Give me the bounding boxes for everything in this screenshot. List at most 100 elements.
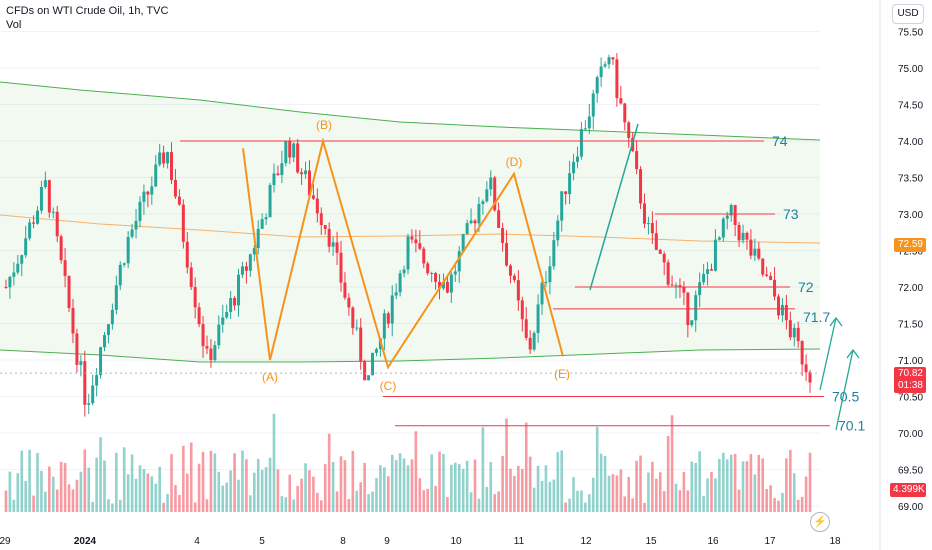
volume-bar: [580, 490, 583, 512]
candle-body: [355, 327, 359, 329]
volume-bar: [773, 498, 776, 512]
volume-bar: [792, 473, 796, 512]
wave-label: (A): [262, 370, 278, 384]
volume-bar: [371, 491, 374, 512]
arrow-head: [829, 316, 843, 327]
volume-bar: [591, 477, 595, 512]
candle-body: [16, 263, 20, 273]
candle-body: [698, 282, 702, 296]
candle-body: [351, 307, 355, 328]
candle-body: [438, 281, 442, 289]
time-tick-label: 2024: [74, 536, 97, 547]
candle-body: [422, 248, 426, 264]
volume-bar: [359, 482, 363, 512]
candle-body: [209, 348, 213, 361]
candle-body: [36, 210, 40, 224]
volume-bar: [552, 479, 556, 512]
volume-bar: [619, 469, 623, 512]
candle-body: [315, 198, 319, 214]
candle-body: [607, 57, 611, 65]
time-tick-label: 4: [194, 536, 200, 547]
volume-bar: [99, 437, 102, 512]
volume-bar: [410, 459, 414, 512]
candle-body: [599, 66, 603, 78]
volume-bar: [288, 474, 292, 512]
projection-arrow: [819, 317, 837, 391]
currency-button[interactable]: USD: [892, 4, 924, 24]
candle-body: [339, 252, 343, 283]
candle-body: [331, 242, 335, 247]
candle-body: [363, 361, 367, 381]
volume-bar: [83, 449, 87, 512]
channel-lower: [0, 348, 821, 363]
candle-body: [8, 276, 12, 288]
candle-body: [485, 189, 489, 202]
volume-bar: [509, 468, 512, 512]
candle-body: [343, 282, 347, 298]
candle-body: [59, 236, 63, 261]
candle-body: [575, 156, 579, 162]
volume-bar: [36, 453, 39, 512]
volume-bar: [800, 496, 804, 512]
volume-bar: [205, 499, 209, 512]
candle-body: [284, 140, 288, 164]
volume-bar: [639, 455, 642, 512]
volume-bar: [402, 458, 406, 512]
candle-body: [173, 180, 177, 197]
volume-bar: [481, 427, 485, 512]
volume-bar: [363, 462, 366, 512]
candle-body: [709, 269, 713, 271]
candle-body: [166, 152, 170, 164]
candle-body: [603, 64, 607, 67]
candle-body: [540, 282, 544, 305]
candle-body: [225, 312, 229, 318]
projection-arrow: [835, 349, 854, 431]
candle-body: [418, 243, 422, 249]
candle-body: [544, 282, 548, 284]
time-tick-label: 9: [384, 536, 390, 547]
candle-body: [788, 320, 792, 338]
candle-body: [272, 173, 276, 185]
candle-body: [694, 295, 698, 321]
volume-bar: [568, 498, 571, 512]
candle-body: [595, 77, 599, 94]
level-label: 74: [772, 133, 788, 149]
candle-body: [808, 372, 812, 383]
volume-bar: [115, 452, 118, 512]
volume-label[interactable]: Vol: [6, 19, 22, 31]
volume-bar: [737, 489, 741, 512]
candle-body: [552, 240, 556, 267]
volume-bar: [690, 461, 694, 512]
candle-body: [307, 170, 311, 196]
volume-bar: [150, 476, 154, 512]
volume-bar: [655, 478, 658, 512]
volume-bar: [343, 460, 347, 512]
candle-body: [386, 313, 390, 324]
last-price-value: 72.59: [897, 239, 923, 250]
candle-body: [130, 229, 134, 237]
candle-body: [280, 163, 284, 176]
candle-body: [20, 255, 24, 264]
volume-bar: [406, 465, 410, 512]
volume-bar: [170, 454, 173, 512]
volume-bar: [130, 454, 134, 512]
candle-body: [296, 143, 300, 173]
time-tick-label: 29: [0, 536, 11, 547]
level-label: 73: [783, 206, 799, 222]
candle-body: [469, 220, 473, 224]
lightning-icon[interactable]: ⚡: [810, 512, 830, 532]
candle-body: [512, 275, 516, 281]
volume-bar: [162, 502, 165, 512]
candle-body: [674, 285, 678, 287]
candle-body: [300, 172, 304, 175]
candle-body: [493, 177, 497, 211]
price-axis: 75.50 75.00 74.50 74.00 73.50 73.00 72.50 72.00…: [879, 0, 923, 550]
symbol-title[interactable]: CFDs on WTI Crude Oil, 1h, TVC: [6, 5, 169, 17]
candle-body: [635, 151, 639, 170]
volume-bar: [670, 415, 674, 512]
volume-bar: [118, 499, 122, 512]
candle-body: [150, 186, 154, 195]
volume-bar: [473, 459, 477, 512]
volume-bar: [122, 447, 126, 512]
